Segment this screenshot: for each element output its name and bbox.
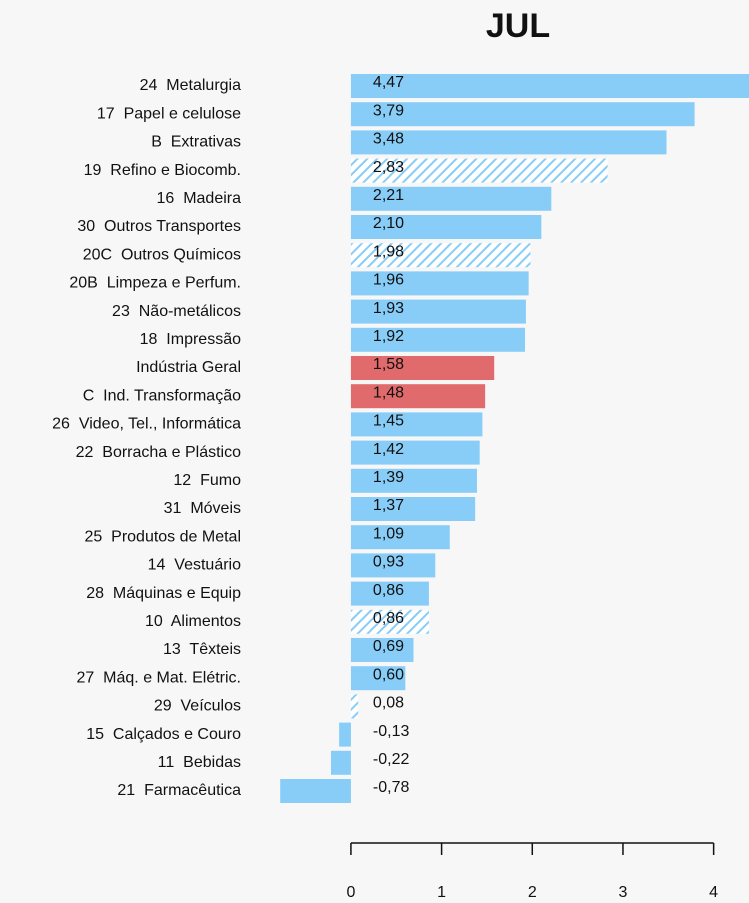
category-label: 29 Veículos (154, 698, 241, 715)
value-label: 1,45 (373, 413, 404, 430)
category-label: 14 Vestuário (148, 557, 242, 574)
category-label: 26 Video, Tel., Informática (52, 416, 241, 433)
value-label: 0,86 (373, 610, 404, 627)
category-label: 31 Móveis (164, 500, 241, 517)
category-label: 11 Bebidas (158, 754, 241, 771)
category-label: Indústria Geral (136, 359, 241, 376)
category-label: 24 Metalurgia (140, 77, 241, 94)
chart-title: JUL (486, 7, 550, 45)
bar (350, 440, 480, 465)
value-label: 1,93 (373, 300, 404, 317)
bar (350, 468, 477, 493)
value-label: 0,86 (373, 582, 404, 599)
value-label: 1,09 (373, 525, 404, 542)
value-label: 1,37 (373, 497, 404, 514)
value-label: 2,21 (373, 187, 404, 204)
x-tick-label: 1 (437, 884, 446, 901)
bar (350, 384, 486, 409)
category-label: 27 Máq. e Mat. Elétric. (76, 669, 241, 686)
x-tick-label: 2 (528, 884, 537, 901)
value-label: -0,78 (373, 779, 410, 796)
value-label: 1,58 (373, 356, 404, 373)
value-label: 0,60 (373, 666, 404, 683)
bar (350, 525, 450, 550)
value-label: 0,69 (373, 638, 404, 655)
bar (350, 356, 495, 380)
bar (350, 497, 476, 521)
value-label: 3,79 (373, 102, 404, 119)
category-label: 17 Papel e celulose (97, 105, 241, 122)
bar (350, 215, 542, 239)
category-label: 15 Calçados e Couro (86, 726, 241, 743)
value-label: 2,83 (373, 159, 404, 176)
value-label: -0,22 (373, 751, 410, 768)
bar (350, 581, 429, 606)
bar (350, 102, 695, 127)
bar (339, 722, 351, 747)
category-label: 19 Refino e Biocomb. (84, 162, 241, 179)
bar (330, 750, 351, 775)
category-label: 30 Outros Transportes (77, 218, 241, 235)
bar (350, 130, 667, 155)
value-label: 1,98 (373, 243, 404, 260)
category-label: 18 Impressão (140, 331, 241, 348)
category-label: 16 Madeira (157, 190, 242, 207)
category-label: 20C Outros Químicos (83, 246, 241, 263)
value-label: 0,08 (373, 695, 404, 712)
category-label: 12 Fumo (173, 472, 241, 489)
value-label: -0,13 (373, 723, 410, 740)
value-label: 2,10 (373, 215, 404, 232)
category-label: B Extrativas (151, 134, 241, 151)
value-label: 1,48 (373, 384, 404, 401)
x-tick-label: 4 (709, 884, 718, 901)
category-label: 28 Máquinas e Equip (86, 585, 241, 602)
category-label: 23 Não-metálicos (112, 303, 241, 320)
category-label: 10 Alimentos (145, 613, 241, 630)
bar (350, 694, 359, 719)
bar (350, 638, 414, 662)
value-label: 1,39 (373, 469, 404, 486)
bar (350, 74, 749, 98)
category-label: 21 Farmacêutica (117, 782, 241, 799)
value-label: 3,48 (373, 131, 404, 148)
value-label: 1,92 (373, 328, 404, 345)
category-label: C Ind. Transformação (83, 387, 241, 404)
category-label: 22 Borracha e Plástico (76, 444, 242, 461)
bar (350, 158, 608, 183)
bar (350, 243, 531, 268)
value-label: 1,96 (373, 272, 404, 289)
value-label: 0,93 (373, 554, 404, 571)
bar (350, 271, 529, 296)
bar (350, 327, 526, 352)
bar (280, 779, 351, 803)
value-label: 4,47 (373, 74, 404, 91)
value-label: 1,42 (373, 441, 404, 458)
bar (350, 609, 429, 634)
bar (350, 299, 526, 324)
category-label: 25 Produtos de Metal (84, 528, 241, 545)
x-tick-label: 0 (346, 884, 355, 901)
bar (350, 553, 436, 578)
bar (350, 666, 406, 691)
bar (350, 412, 483, 437)
category-label: 13 Têxteis (163, 641, 241, 658)
category-label: 20B Limpeza e Perfum. (69, 275, 241, 292)
bar (350, 186, 552, 211)
x-tick-label: 3 (619, 884, 628, 901)
